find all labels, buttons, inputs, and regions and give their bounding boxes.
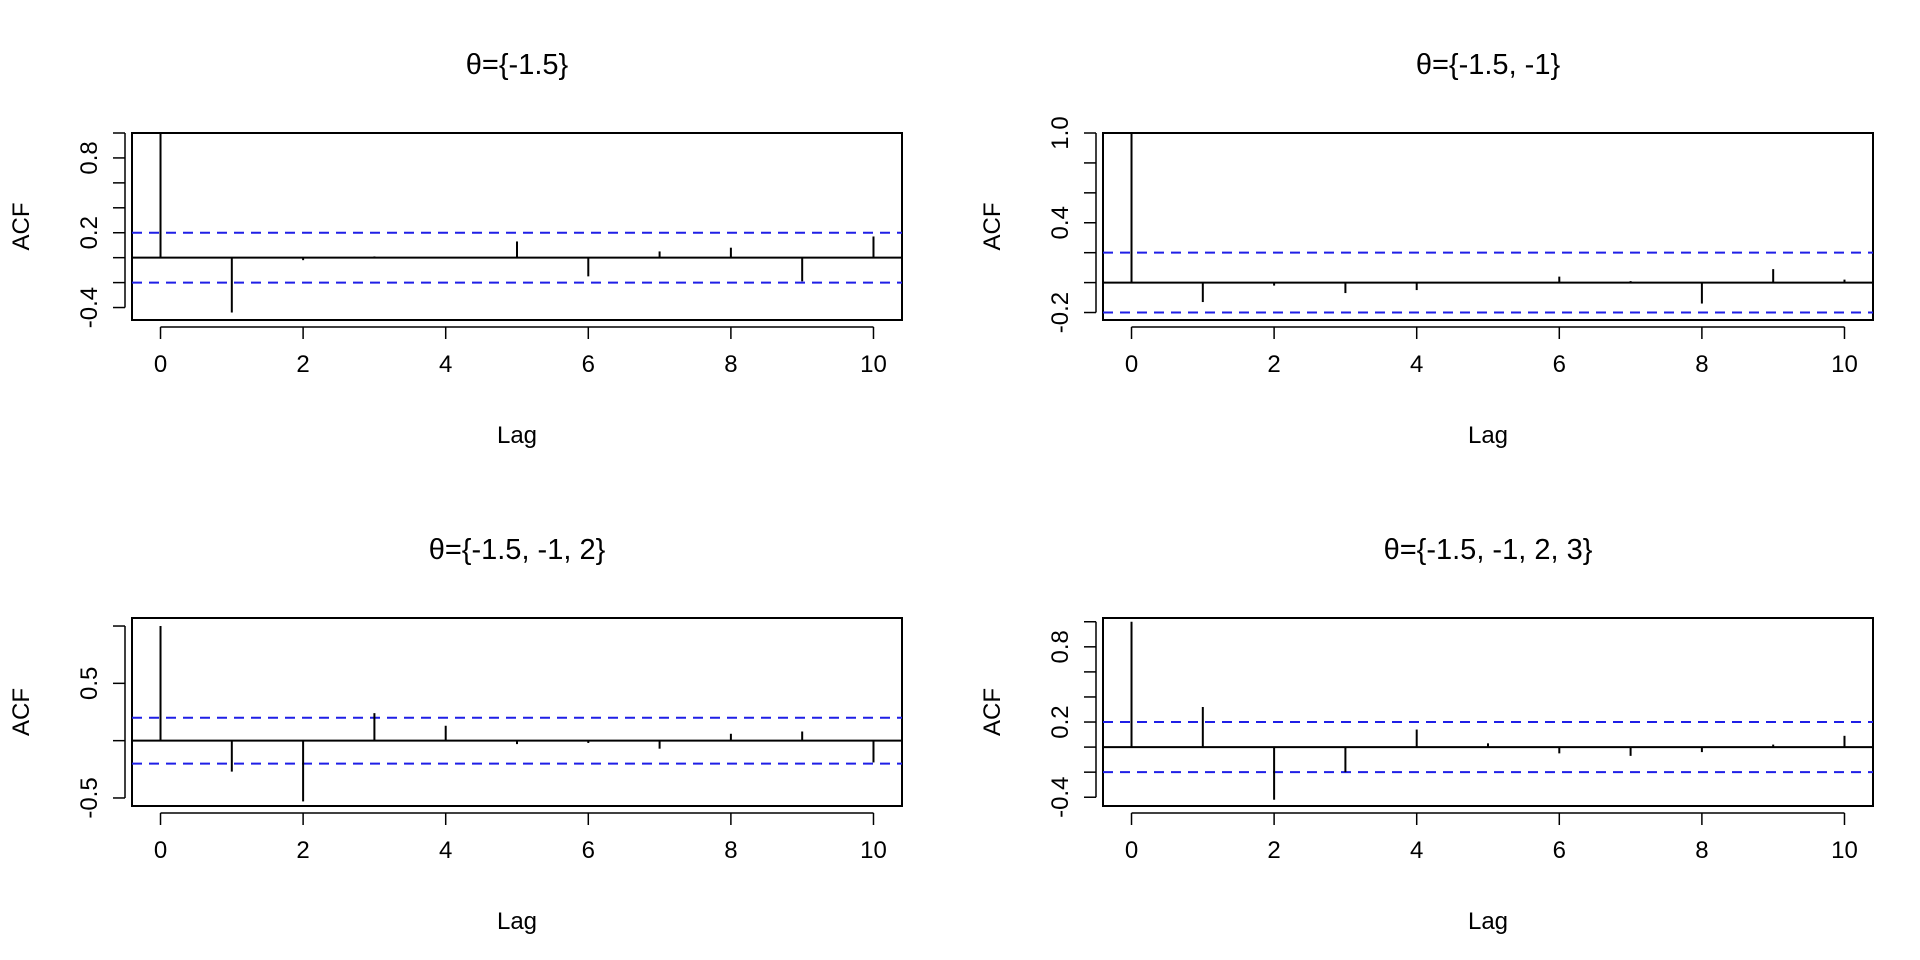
y-tick-label: 0.2 (76, 216, 103, 249)
x-tick-label: 4 (439, 351, 452, 378)
x-tick-label: 2 (1267, 351, 1280, 378)
x-axis-label: Lag (497, 908, 537, 935)
x-axis-label: Lag (497, 422, 537, 449)
acf-panel-2: θ={-1.5, -1} 0 2 4 6 8 10 Lag -0.2 0.4 1.0 ACF (979, 49, 1874, 449)
y-tick-label: 0.8 (1047, 630, 1074, 663)
y-axis-label: ACF (979, 203, 1006, 251)
chart-title: θ={-1.5, -1} (1416, 49, 1561, 81)
plot-frame (131, 617, 903, 807)
x-tick-label: 4 (1410, 351, 1423, 378)
acf-panel-3: θ={-1.5, -1, 2} 0 2 4 6 8 10 Lag -0.5 0.5 ACF (8, 534, 903, 935)
x-axis-label: Lag (1468, 908, 1508, 935)
y-axis-label: ACF (979, 688, 1006, 736)
x-tick-label: 0 (1125, 351, 1138, 378)
acf-panel-1: θ={-1.5} 0 2 4 6 8 10 Lag -0.4 0.2 0.8 ACF (8, 49, 903, 449)
y-axis-label: ACF (8, 203, 35, 251)
chart-title: θ={-1.5, -1, 2, 3} (1384, 534, 1593, 566)
y-tick-label: 0.5 (76, 667, 103, 700)
x-tick-label: 0 (154, 837, 167, 864)
x-tick-label: 4 (1410, 837, 1423, 864)
x-tick-label: 8 (1695, 351, 1708, 378)
x-tick-label: 8 (1695, 837, 1708, 864)
y-tick-label: -0.4 (76, 287, 103, 328)
x-tick-label: 4 (439, 837, 452, 864)
x-tick-label: 0 (154, 351, 167, 378)
x-tick-label: 0 (1125, 837, 1138, 864)
x-tick-label: 2 (1267, 837, 1280, 864)
plot-frame (1102, 617, 1874, 807)
y-tick-label: 1.0 (1047, 116, 1074, 149)
x-tick-label: 6 (582, 837, 595, 864)
y-tick-label: -0.2 (1047, 292, 1074, 333)
acf-panel-4: θ={-1.5, -1, 2, 3} 0 2 4 6 8 10 Lag -0.4 0.2 0.8 AC… (979, 534, 1874, 935)
y-axis-label: ACF (8, 688, 35, 736)
plot-frame (1102, 132, 1874, 321)
x-tick-label: 8 (724, 837, 737, 864)
chart-title: θ={-1.5} (466, 49, 569, 81)
y-tick-label: 0.8 (76, 141, 103, 174)
plot-frame (131, 132, 903, 321)
x-tick-label: 6 (582, 351, 595, 378)
x-tick-label: 8 (724, 351, 737, 378)
x-tick-label: 10 (1831, 837, 1858, 864)
x-tick-label: 6 (1553, 837, 1566, 864)
x-tick-label: 2 (296, 837, 309, 864)
y-tick-label: 0.2 (1047, 705, 1074, 738)
x-tick-label: 10 (860, 837, 887, 864)
chart-title: θ={-1.5, -1, 2} (429, 534, 606, 566)
x-tick-label: 2 (296, 351, 309, 378)
y-tick-label: -0.5 (76, 777, 103, 818)
y-tick-label: 0.4 (1047, 206, 1074, 239)
x-axis-label: Lag (1468, 422, 1508, 449)
x-tick-label: 6 (1553, 351, 1566, 378)
x-tick-label: 10 (1831, 351, 1858, 378)
x-tick-label: 10 (860, 351, 887, 378)
y-tick-label: -0.4 (1047, 777, 1074, 818)
